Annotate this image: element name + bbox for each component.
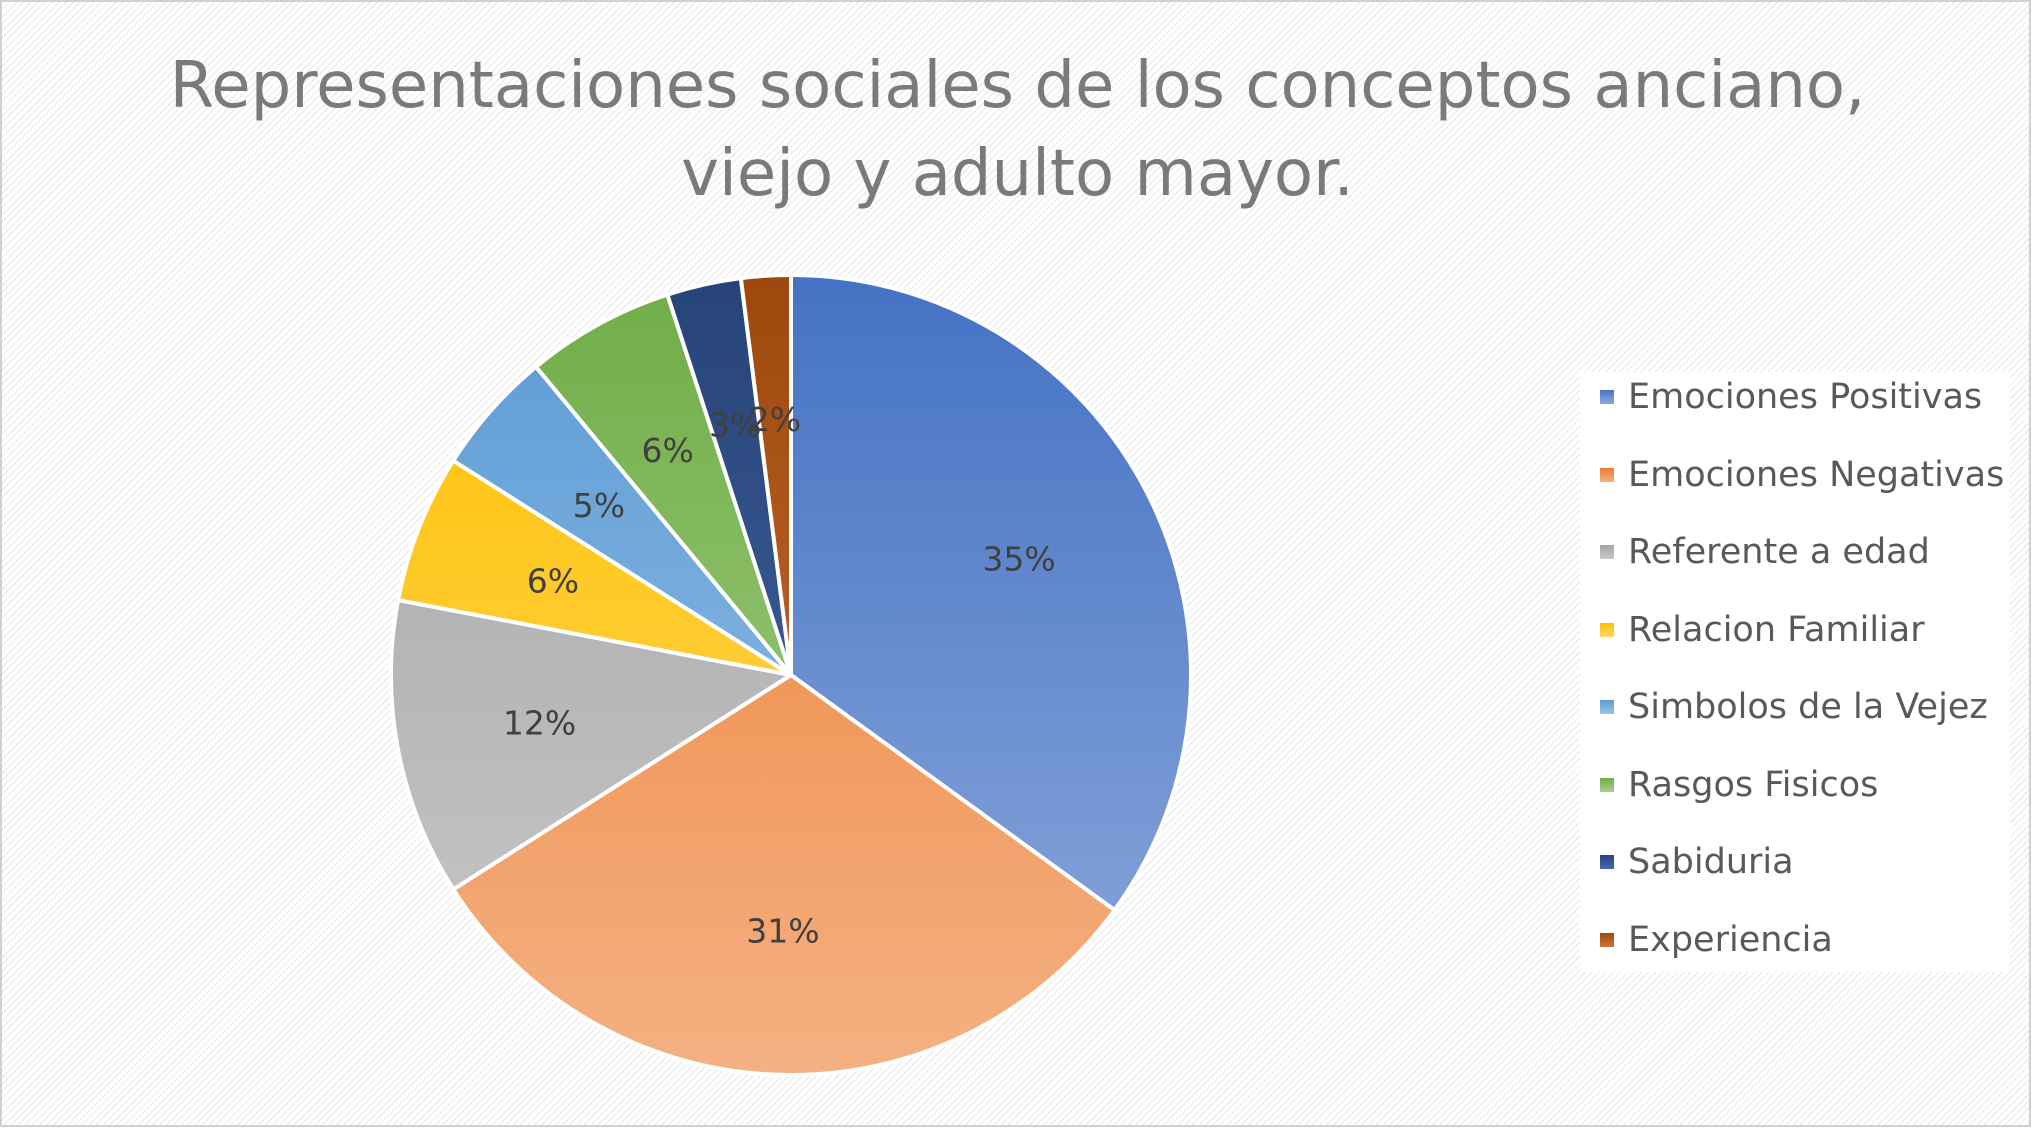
data-label-simbolos-de-la-vejez: 5% <box>573 486 625 525</box>
pie-slice-experiencia <box>738 273 793 677</box>
chart-title-line-1: Representaciones sociales de los concept… <box>169 49 1866 123</box>
chart-title-line-2: viejo y adulto mayor. <box>681 137 1354 211</box>
pie-slice-emociones-positivas <box>789 273 1193 913</box>
data-label-sabiduria: 3% <box>709 406 761 445</box>
legend-swatch <box>1600 855 1614 869</box>
legend-label: Emociones Positivas <box>1628 377 1983 417</box>
legend-item-sabiduria: Sabiduria <box>1600 837 1794 887</box>
pie-slice-emociones-negativas <box>451 673 1117 1077</box>
pie-slice-relacion-familiar <box>396 458 793 677</box>
pie-data-labels: 35% 31% 12% 6% 5% 6% 3%2% <box>503 400 1056 950</box>
legend-label: Experiencia <box>1628 919 1833 960</box>
pie-slice-referente-a-edad <box>389 598 793 892</box>
data-label-emociones-positivas: 35% <box>982 539 1055 578</box>
data-label-experiencia: 2% <box>749 400 801 439</box>
legend-label: Relacion Familiar <box>1628 609 1925 650</box>
legend-swatch <box>1600 932 1614 947</box>
legend-label: Emociones Negativas <box>1628 454 2005 495</box>
legend-item-experiencia: Experiencia <box>1600 915 1833 965</box>
legend-label: Rasgos Fisicos <box>1628 764 1879 805</box>
legend: Emociones Positivas Emociones Negativas Re… <box>1580 372 2010 972</box>
data-label-referente-a-edad: 12% <box>503 703 576 742</box>
legend-swatch <box>1600 700 1614 714</box>
legend-label: Simbolos de la Vejez <box>1628 687 1988 727</box>
pie-slice-rasgos-fisicos <box>534 292 793 677</box>
legend-item-emociones-negativas: Emociones Negativas <box>1600 450 2004 500</box>
data-label-rasgos-fisicos: 6% <box>641 431 693 470</box>
legend-swatch <box>1600 545 1614 559</box>
legend-item-referente-a-edad: Referente a edad <box>1600 527 1930 577</box>
pie-slices <box>389 273 1193 1077</box>
legend-item-emociones-positivas: Emociones Positivas <box>1600 372 1982 422</box>
data-label-relacion-familiar: 6% <box>527 561 579 600</box>
chart-title: Representaciones sociales de los concept… <box>2 42 2031 218</box>
legend-item-rasgos-fisicos: Rasgos Fisicos <box>1600 760 1878 810</box>
legend-label: Sabiduria <box>1628 842 1794 882</box>
legend-swatch <box>1600 467 1614 482</box>
legend-swatch <box>1600 622 1614 637</box>
legend-swatch <box>1600 777 1614 792</box>
legend-label: Referente a edad <box>1628 532 1930 572</box>
legend-item-relacion-familiar: Relacion Familiar <box>1600 605 1925 655</box>
legend-item-simbolos-de-la-vejez: Simbolos de la Vejez <box>1600 682 1988 732</box>
data-label-emociones-negativas: 31% <box>746 911 819 950</box>
legend-swatch <box>1600 390 1614 404</box>
